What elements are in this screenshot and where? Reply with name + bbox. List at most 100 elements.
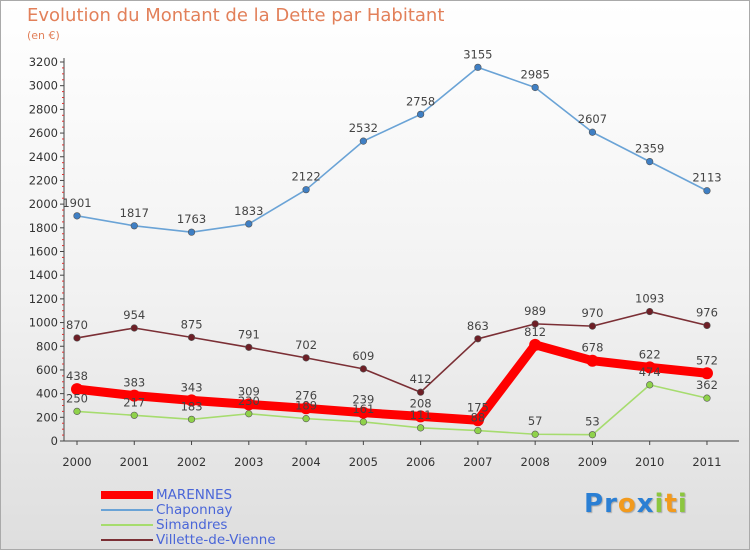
data-point-villette-de-vienne <box>474 335 482 343</box>
y-tick-label: 2200 <box>29 173 58 187</box>
chart-legend: MARENNES Chaponnay Simandres Villette-de-Vi… <box>101 487 276 547</box>
data-point-villette-de-vienne <box>646 307 654 316</box>
data-label-chaponnay: 3155 <box>463 47 492 61</box>
data-label-simandres: 53 <box>585 415 600 429</box>
data-label-marennes: 678 <box>581 341 603 355</box>
x-tick-label: 2001 <box>120 455 149 469</box>
legend-item-villette-de-vienne: Villette-de-Vienne <box>101 532 276 547</box>
x-tick-label: 2002 <box>177 455 206 469</box>
y-tick-label: 400 <box>36 387 58 401</box>
data-label-chaponnay: 2607 <box>578 112 607 126</box>
legend-swatch <box>101 523 153 526</box>
data-label-chaponnay: 2758 <box>406 94 435 108</box>
data-label-marennes: 175 <box>467 400 489 414</box>
series-line-villette-de-vienne <box>76 310 708 394</box>
data-label-marennes: 309 <box>238 384 260 398</box>
y-tick-label: 3000 <box>29 79 58 93</box>
data-point-marennes <box>414 410 427 423</box>
data-point-chaponnay <box>130 222 138 230</box>
data-point-villette-de-vienne <box>531 320 539 328</box>
y-tick-label: 1000 <box>29 316 58 330</box>
chart-series <box>71 63 713 439</box>
proxiti-logo: Proxiti <box>584 489 688 519</box>
data-point-chaponnay <box>646 158 654 166</box>
data-point-chaponnay <box>302 186 310 194</box>
data-point-villette-de-vienne <box>73 334 81 342</box>
data-label-simandres: 183 <box>181 399 203 413</box>
data-point-simandres <box>417 424 425 432</box>
data-point-villette-de-vienne <box>245 343 253 351</box>
data-point-chaponnay <box>474 63 482 71</box>
data-point-simandres <box>187 415 196 423</box>
data-label-chaponnay: 1817 <box>120 206 149 220</box>
data-point-simandres <box>474 426 482 435</box>
data-point-chaponnay <box>359 137 367 145</box>
data-label-villette-de-vienne: 791 <box>238 327 260 341</box>
legend-item-marennes: MARENNES <box>101 487 276 502</box>
data-label-simandres: 250 <box>66 391 88 405</box>
chart-title: Evolution du Montant de la Dette par Hab… <box>27 5 445 26</box>
data-label-simandres: 217 <box>123 395 145 409</box>
data-label-villette-de-vienne: 976 <box>696 305 718 319</box>
series-line-simandres <box>76 384 708 436</box>
data-point-simandres <box>646 381 654 389</box>
data-point-villette-de-vienne <box>302 354 310 362</box>
x-tick-label: 2007 <box>463 455 492 469</box>
data-label-villette-de-vienne: 989 <box>524 304 546 318</box>
y-tick-label: 2400 <box>29 150 58 164</box>
data-label-marennes: 812 <box>524 325 546 339</box>
data-label-simandres: 230 <box>238 394 260 408</box>
chart-subtitle: (en €) <box>27 29 60 42</box>
data-point-simandres <box>245 410 253 418</box>
data-label-simandres: 111 <box>410 408 432 422</box>
y-tick-label: 1200 <box>29 292 58 306</box>
data-point-chaponnay <box>417 110 425 118</box>
data-point-marennes <box>357 406 370 419</box>
data-point-marennes <box>185 394 198 407</box>
data-label-marennes: 276 <box>295 388 317 402</box>
data-label-simandres: 57 <box>528 414 543 428</box>
x-tick-label: 2010 <box>635 455 664 469</box>
x-tick-label: 2005 <box>349 455 378 469</box>
data-label-marennes: 343 <box>181 380 203 394</box>
y-tick-label: 2600 <box>29 126 58 140</box>
legend-swatch <box>101 490 153 499</box>
y-tick-label: 2800 <box>29 102 58 116</box>
data-label-simandres: 189 <box>295 399 317 413</box>
y-tick-label: 2000 <box>29 197 58 211</box>
data-label-chaponnay: 2359 <box>635 142 664 156</box>
data-label-chaponnay: 2532 <box>349 121 378 135</box>
x-tick-label: 2004 <box>291 455 320 469</box>
data-label-villette-de-vienne: 1093 <box>635 292 664 306</box>
data-label-villette-de-vienne: 954 <box>123 308 145 322</box>
data-label-marennes: 383 <box>123 376 145 390</box>
data-label-chaponnay: 2122 <box>291 170 320 184</box>
data-label-simandres: 161 <box>352 402 374 416</box>
data-point-chaponnay <box>187 228 196 236</box>
chart-data-labels: 438 383 343 309 276 239 208 175 812 678 622 572 1901… <box>62 47 721 428</box>
data-label-chaponnay: 1833 <box>234 204 263 218</box>
data-point-villette-de-vienne <box>187 333 196 341</box>
data-label-marennes: 239 <box>352 393 374 407</box>
y-tick-label: 1800 <box>29 221 58 235</box>
data-label-marennes: 622 <box>639 347 661 361</box>
data-point-villette-de-vienne <box>359 365 367 373</box>
data-point-chaponnay <box>588 128 597 136</box>
data-label-villette-de-vienne: 609 <box>352 349 374 363</box>
data-label-simandres: 88 <box>471 411 486 425</box>
data-point-simandres <box>302 415 310 423</box>
data-point-marennes <box>586 354 599 367</box>
y-tick-label: 200 <box>36 410 58 424</box>
y-tick-label: 600 <box>36 363 58 377</box>
chart-axes: 0 200 400 600 800 1000 1200 1400 1600 1800 2000 220… <box>29 55 739 469</box>
data-label-villette-de-vienne: 863 <box>467 319 489 333</box>
legend-label: Villette-de-Vienne <box>156 531 276 548</box>
legend-swatch <box>101 508 153 511</box>
data-point-marennes <box>300 402 313 415</box>
data-label-simandres: 474 <box>639 365 661 379</box>
data-point-simandres <box>73 407 81 415</box>
data-point-marennes <box>242 398 255 411</box>
y-tick-label: 800 <box>36 339 58 353</box>
